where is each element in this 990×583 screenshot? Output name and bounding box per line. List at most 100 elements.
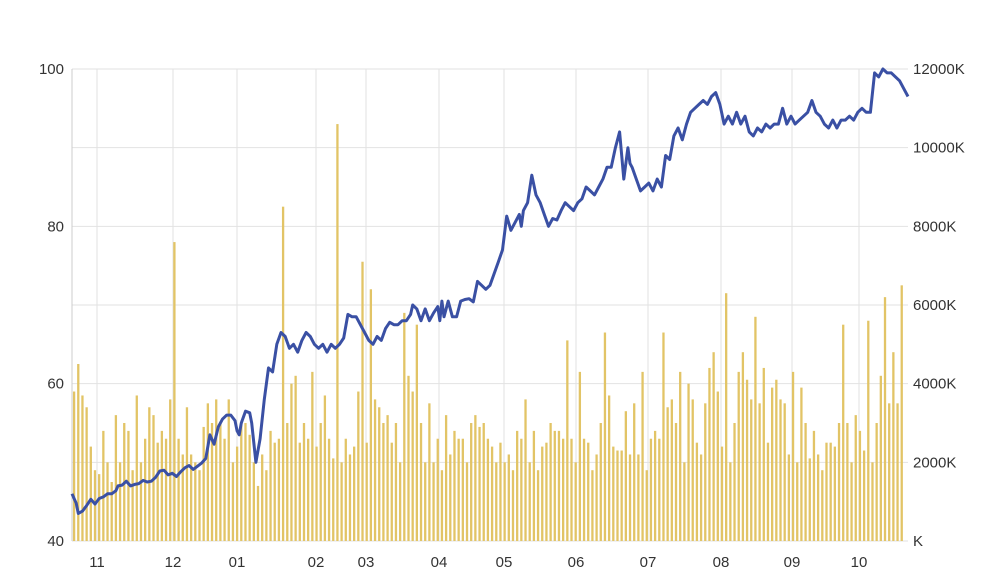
volume-bar bbox=[127, 430, 130, 541]
volume-bar bbox=[562, 438, 565, 541]
x-tick-label: 08 bbox=[713, 554, 730, 571]
volume-bar bbox=[516, 430, 519, 541]
x-tick-label: 12 bbox=[165, 554, 182, 571]
volume-bar bbox=[549, 423, 552, 541]
volume-bar bbox=[871, 462, 874, 541]
volume-bar bbox=[403, 312, 406, 541]
volume-bar bbox=[181, 454, 184, 541]
volume-bar bbox=[507, 454, 510, 541]
volume-bar bbox=[240, 423, 243, 541]
volume-bar bbox=[666, 407, 669, 541]
volume-bar bbox=[470, 423, 473, 541]
x-tick-label: 05 bbox=[496, 554, 513, 571]
volume-bar bbox=[842, 324, 845, 541]
volume-bar bbox=[658, 438, 661, 541]
volume-bar bbox=[432, 462, 435, 541]
volume-bar bbox=[833, 446, 836, 541]
volume-bar bbox=[854, 415, 857, 541]
volume-bar bbox=[227, 399, 230, 541]
volume-bar bbox=[173, 242, 176, 541]
volume-bar bbox=[407, 375, 410, 541]
volume-bar bbox=[900, 285, 903, 541]
volume-bar bbox=[206, 403, 209, 541]
volume-bar bbox=[620, 450, 623, 541]
price-line-layer bbox=[70, 67, 910, 515]
volume-bar bbox=[679, 371, 682, 541]
volume-bar bbox=[503, 462, 506, 541]
volume-bar bbox=[662, 332, 665, 541]
volume-bar bbox=[340, 462, 343, 541]
volume-bar bbox=[850, 462, 853, 541]
volume-bar bbox=[461, 438, 464, 541]
volume-bar bbox=[771, 387, 774, 541]
right-axis-ticks: K 2000K 4000K 6000K 8000K 10000K 12000K bbox=[913, 61, 965, 550]
volume-bar bbox=[252, 462, 255, 541]
volume-bar bbox=[415, 324, 418, 541]
volume-bar bbox=[202, 426, 205, 541]
volume-bar bbox=[616, 450, 619, 541]
volume-bar bbox=[394, 423, 398, 541]
volume-bar bbox=[323, 395, 327, 541]
volume-bar bbox=[118, 462, 122, 541]
volume-bar bbox=[566, 340, 569, 541]
volume-bar bbox=[875, 423, 878, 541]
volume-bar bbox=[110, 482, 113, 541]
volume-bar bbox=[361, 261, 364, 541]
volume-bar bbox=[85, 407, 88, 541]
volume-bar bbox=[595, 454, 598, 541]
volume-bar bbox=[135, 395, 138, 541]
volume-bar bbox=[77, 364, 80, 541]
volume-bar bbox=[725, 293, 728, 541]
volume-bar bbox=[139, 462, 143, 541]
volume-bar bbox=[867, 320, 870, 541]
volume-bar bbox=[156, 442, 159, 541]
volume-bar bbox=[674, 423, 678, 541]
volume-bar bbox=[783, 403, 786, 541]
volume-bar bbox=[599, 423, 602, 541]
x-tick-label: 04 bbox=[431, 554, 448, 571]
volume-bar bbox=[737, 371, 740, 541]
volume-bar bbox=[541, 446, 544, 541]
volume-bar bbox=[198, 470, 201, 541]
volume-bar bbox=[528, 462, 531, 541]
right-tick-label: 8000K bbox=[913, 218, 956, 235]
volume-bar bbox=[520, 438, 523, 541]
volume-bar bbox=[712, 352, 715, 541]
volume-bar bbox=[649, 438, 653, 541]
volume-bar bbox=[532, 430, 536, 541]
volume-bar bbox=[557, 430, 561, 541]
volume-bar bbox=[373, 399, 377, 541]
volume-bar bbox=[766, 442, 770, 541]
volume-bar bbox=[587, 442, 590, 541]
x-tick-label: 10 bbox=[851, 554, 868, 571]
volume-bar bbox=[758, 403, 761, 541]
volume-bar bbox=[816, 454, 820, 541]
volume-bar bbox=[670, 399, 673, 541]
volume-bar bbox=[457, 438, 460, 541]
volume-bar bbox=[277, 438, 281, 541]
volume-bar bbox=[273, 442, 276, 541]
volume-bar bbox=[846, 423, 849, 541]
volume-bar bbox=[261, 454, 264, 541]
volume-bar bbox=[574, 462, 577, 541]
volume-bar bbox=[888, 403, 891, 541]
volume-bar bbox=[444, 415, 448, 541]
volume-bar bbox=[327, 438, 331, 541]
volume-bar bbox=[570, 438, 573, 541]
volume-bar bbox=[440, 470, 444, 541]
volume-bar bbox=[231, 462, 235, 541]
volume-bar bbox=[812, 430, 816, 541]
volume-bar bbox=[189, 454, 193, 541]
volume-bar bbox=[858, 430, 862, 541]
left-tick-label: 40 bbox=[47, 533, 64, 550]
volume-bar bbox=[720, 446, 724, 541]
volume-bar bbox=[791, 371, 795, 541]
right-tick-label: 2000K bbox=[913, 454, 956, 471]
volume-bar bbox=[490, 446, 494, 541]
volume-bar bbox=[687, 383, 690, 541]
volume-bar bbox=[578, 371, 582, 541]
volume-bar bbox=[256, 485, 260, 541]
x-tick-label: 11 bbox=[89, 554, 105, 571]
volume-bar bbox=[837, 423, 841, 541]
volume-bar bbox=[750, 399, 753, 541]
